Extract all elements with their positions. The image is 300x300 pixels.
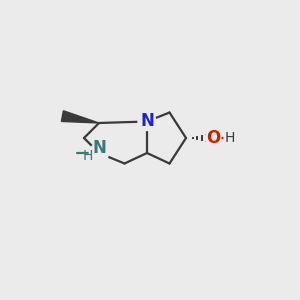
- Circle shape: [205, 130, 221, 146]
- Text: N: N: [92, 139, 106, 157]
- Circle shape: [89, 143, 109, 163]
- Text: H: H: [82, 149, 93, 163]
- Circle shape: [224, 133, 235, 143]
- Polygon shape: [61, 111, 99, 123]
- Text: H: H: [224, 131, 235, 145]
- Circle shape: [138, 112, 156, 130]
- Text: O: O: [206, 129, 220, 147]
- Text: N: N: [140, 112, 154, 130]
